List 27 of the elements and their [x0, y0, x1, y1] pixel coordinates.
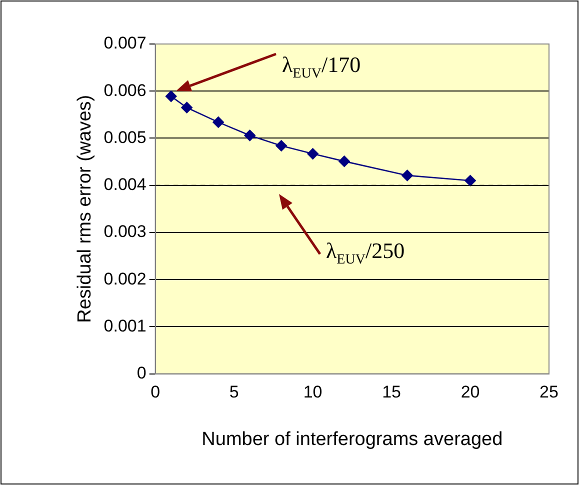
y-tick-label: 0 [136, 363, 146, 382]
point [402, 170, 413, 182]
x-tick-label: 10 [303, 382, 322, 402]
point [244, 130, 256, 142]
x-tick-label: 20 [460, 382, 480, 402]
point [276, 140, 287, 152]
point [212, 116, 224, 128]
y-tick-label: 0.001 [104, 316, 146, 336]
point [165, 90, 177, 102]
point [307, 148, 318, 160]
y-tick-label: 0.003 [104, 222, 146, 242]
y-axis-title: Residual rms error (waves) [74, 94, 96, 323]
y-tick-label: 0.005 [104, 128, 146, 147]
point [181, 102, 192, 114]
x-tick-label: 5 [229, 382, 239, 402]
x-tick-label: 0 [150, 382, 160, 402]
x-tick-label: 15 [382, 382, 401, 402]
point [338, 156, 350, 167]
annotation: λ$_{EUV}$/170 [282, 52, 361, 84]
y-tick-label: 0.006 [104, 80, 146, 100]
point [464, 174, 476, 186]
y-tick-label: 0.004 [104, 175, 146, 194]
y-tick-label: 0.002 [104, 269, 146, 288]
x-tick-label: 25 [540, 382, 558, 402]
y-tick-label: 0.007 [104, 34, 146, 53]
annotation: λ$_{EUV}$/250 [326, 238, 405, 270]
x-axis-title: Number of interferograms averaged [202, 428, 503, 450]
